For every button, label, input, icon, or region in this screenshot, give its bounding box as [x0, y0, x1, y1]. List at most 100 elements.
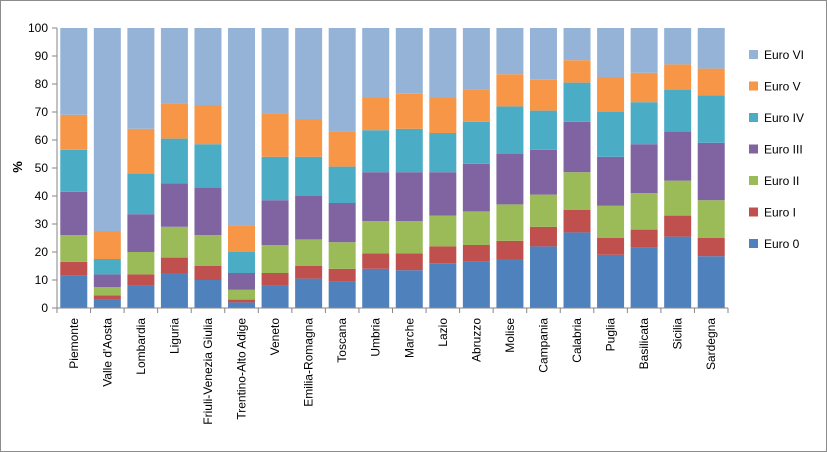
- bar-segment: [496, 240, 524, 259]
- bar-segment: [362, 253, 390, 269]
- bar-segment: [429, 246, 457, 264]
- bar-segment: [362, 268, 390, 308]
- bar-segment: [93, 287, 121, 296]
- bar-segment: [462, 211, 490, 245]
- legend-item: Euro 0: [749, 237, 800, 251]
- bar-segment: [563, 28, 591, 61]
- y-tick-label: 0: [41, 301, 48, 315]
- bar-segment: [295, 239, 323, 266]
- bar-segment: [93, 28, 121, 231]
- bar-segment: [160, 103, 188, 139]
- bar-segment: [395, 270, 423, 308]
- bar-segment: [328, 28, 356, 132]
- bar-segment: [127, 173, 155, 215]
- bar-segment: [429, 215, 457, 247]
- bar-segment: [462, 89, 490, 122]
- bar-segment: [160, 138, 188, 184]
- bar-segment: [60, 275, 88, 308]
- bar-segment: [127, 285, 155, 308]
- legend-label: Euro I: [764, 206, 796, 220]
- bar-segment: [194, 187, 222, 236]
- bar-segment: [496, 154, 524, 205]
- bar-stack: [664, 28, 692, 308]
- legend-swatch: [749, 81, 758, 91]
- bar-segment: [697, 238, 725, 257]
- bar-segment: [630, 28, 658, 73]
- bar-segment: [60, 28, 88, 115]
- legend: Euro VI Euro V Euro IV Euro III Euro II Euro …: [749, 48, 804, 251]
- bar-segment: [328, 203, 356, 243]
- bar-segment: [93, 259, 121, 275]
- bar-segment: [261, 273, 289, 286]
- bar-segment: [295, 196, 323, 240]
- bar-segment: [664, 236, 692, 308]
- bar-segment: [127, 252, 155, 275]
- bar-segment: [328, 131, 356, 167]
- bar-segment: [529, 194, 557, 227]
- legend-item: Euro VI: [749, 48, 804, 62]
- bar-segment: [664, 64, 692, 90]
- bar-segment: [261, 285, 289, 308]
- bar-segment: [597, 77, 625, 112]
- bar-segment: [529, 79, 557, 111]
- bar-segment: [60, 114, 88, 150]
- x-tick-label: Sardegna: [704, 318, 718, 370]
- bar-segment: [328, 166, 356, 203]
- bar-segment: [160, 183, 188, 227]
- bar-segment: [664, 215, 692, 237]
- bar-segment: [462, 245, 490, 262]
- legend-item: Euro IV: [749, 111, 804, 125]
- bar-segment: [462, 163, 490, 212]
- bar-segment: [93, 299, 121, 308]
- legend-item: Euro I: [749, 206, 796, 220]
- bar-segment: [597, 238, 625, 255]
- bar-stack: [462, 28, 490, 308]
- bar-segment: [194, 266, 222, 280]
- y-tick-label: 40: [35, 189, 49, 203]
- x-tick-label: Basilicata: [637, 318, 651, 370]
- bar-segment: [597, 156, 625, 206]
- bar-segment: [630, 229, 658, 248]
- bar-segment: [563, 232, 591, 308]
- bar-segment: [429, 172, 457, 216]
- legend-item: Euro V: [749, 80, 801, 94]
- bar-segment: [664, 28, 692, 65]
- bar-segment: [160, 257, 188, 273]
- bar-segment: [228, 252, 256, 273]
- bar-segment: [395, 93, 423, 129]
- bar-segment: [630, 193, 658, 230]
- bar-segment: [529, 149, 557, 195]
- bar-stack: [93, 28, 121, 308]
- bar-segment: [194, 105, 222, 145]
- x-tick-label: Veneto: [268, 318, 282, 356]
- bar-stack: [597, 28, 625, 308]
- bar-segment: [563, 60, 591, 83]
- bar-stack: [697, 28, 725, 308]
- bar-segment: [295, 278, 323, 308]
- x-tick-label: Liguria: [167, 318, 181, 354]
- bar-segment: [429, 28, 457, 98]
- bar-segment: [697, 256, 725, 308]
- bar-segment: [630, 247, 658, 308]
- bar-segment: [563, 172, 591, 210]
- bar-stack: [429, 28, 457, 308]
- bar-segment: [429, 263, 457, 308]
- y-tick-label: 90: [35, 49, 49, 63]
- bar-segment: [462, 28, 490, 90]
- bar-segment: [496, 204, 524, 241]
- bar-segment: [295, 156, 323, 196]
- y-tick-label: 50: [35, 161, 49, 175]
- legend-label: Euro VI: [764, 48, 804, 62]
- legend-item: Euro III: [749, 143, 803, 157]
- legend-label: Euro III: [764, 143, 803, 157]
- legend-swatch: [749, 144, 758, 154]
- bar-stack: [261, 28, 289, 308]
- legend-swatch: [749, 176, 758, 185]
- bar-stack: [563, 28, 591, 308]
- bar-segment: [395, 28, 423, 94]
- bar-segment: [261, 200, 289, 245]
- bar-segment: [362, 98, 390, 131]
- y-tick-label: 30: [35, 217, 49, 231]
- x-tick-label: Valle d'Aosta: [100, 318, 114, 387]
- x-tick-label: Molise: [503, 318, 517, 353]
